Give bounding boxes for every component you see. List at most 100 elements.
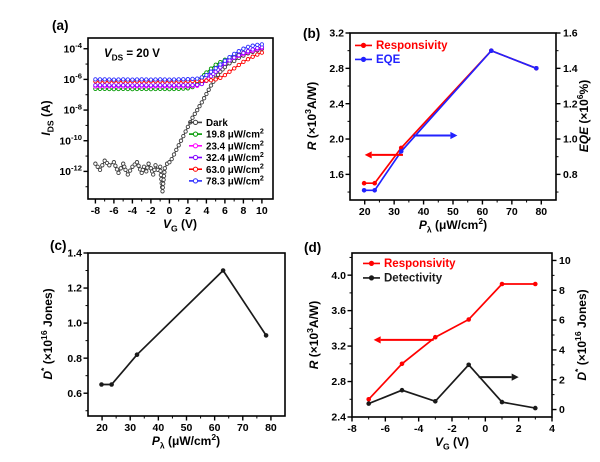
marker-78-3 (199, 75, 204, 80)
marker-dark (181, 133, 186, 139)
y-axis-label-c: D* (×1016 Jones) (39, 288, 55, 379)
marker-detectivity (533, 405, 538, 411)
marker-dark (160, 185, 165, 190)
marker-78-3 (236, 49, 241, 54)
marker-32-4 (250, 47, 255, 52)
marker-78-3 (213, 66, 218, 71)
marker-dark (158, 164, 163, 169)
marker-eqe (398, 149, 404, 154)
marker-32-4 (125, 83, 130, 88)
marker-detectivity (499, 399, 505, 405)
x-tick-label: 8 (240, 205, 246, 217)
marker-78-3 (162, 77, 167, 82)
marker-dark (152, 167, 157, 173)
x-tick-label: 20 (359, 206, 371, 218)
series-responsivity (366, 281, 538, 402)
panel-label-a: (a) (52, 18, 69, 33)
marker-dark (190, 115, 195, 120)
legend-label: 19.8 μW/cm2 (206, 128, 264, 141)
marker-dark (160, 189, 165, 194)
marker-dark (146, 161, 151, 166)
y2-tick-label: 0.8 (563, 169, 578, 181)
marker-78-3 (222, 58, 228, 63)
marker-dark (161, 181, 166, 186)
marker-dark (161, 177, 166, 182)
x-axis-label-c: Pλ (μW/cm2) (152, 432, 220, 451)
y2-tick-label: 2 (559, 374, 565, 386)
legend-label: Dark (206, 118, 228, 129)
y-axis-label-d: R (×103A/W) (305, 301, 321, 369)
marker-78-3 (116, 77, 121, 82)
marker-32-4 (167, 83, 172, 88)
legend-label: 78.3 μW/cm2 (206, 174, 264, 187)
series-responsivity-line (368, 283, 536, 400)
marker-dark (199, 100, 204, 105)
marker-dark (107, 163, 112, 168)
marker-78-3 (148, 77, 154, 82)
marker-detectivity (263, 333, 269, 338)
marker-dark (162, 170, 167, 175)
marker-dark (204, 91, 209, 97)
marker-32-4 (153, 83, 158, 88)
series-responsivity (361, 48, 539, 186)
x-axis-label-d: VG (V) (435, 435, 469, 452)
marker-dark (176, 143, 181, 148)
marker-78-3 (121, 77, 126, 82)
marker-32-4 (116, 83, 121, 88)
marker-dark (134, 160, 140, 165)
marker-dark (192, 111, 197, 117)
x-tick-label: -8 (347, 423, 356, 435)
panel-a: -8 -6 -4 -2 0 2 4 6 8 10 10-4 10-6 10-8 10-10 10-12 VG … (39, 18, 274, 234)
x-tick-label: 60 (477, 206, 489, 218)
x-tick-label: 80 (265, 422, 277, 434)
marker-dark (144, 169, 149, 174)
marker-responsivity (533, 281, 538, 287)
x-axis-label-b: Pλ (μW/cm2) (419, 216, 487, 235)
y2-tick-label: 1.4 (563, 63, 578, 75)
marker-78-3 (185, 77, 191, 82)
x-tick-label: 20 (96, 422, 108, 434)
arrow-annotation (478, 373, 519, 381)
marker-78-3 (134, 77, 140, 82)
marker-dark (125, 172, 130, 177)
marker-78-3 (171, 77, 177, 82)
legend-marker (192, 166, 199, 172)
y-tick-label: 10-10 (59, 133, 82, 147)
x-tick-label: -2 (146, 205, 155, 217)
legend-marker (192, 154, 199, 161)
x-tick-label: 70 (237, 422, 249, 434)
y2-tick-label: 1.6 (563, 28, 578, 40)
x-tick-label: -6 (381, 423, 390, 435)
marker-78-3 (208, 69, 214, 74)
legend-marker (192, 143, 199, 149)
marker-dark (178, 138, 184, 143)
marker-dark (197, 104, 202, 109)
marker-responsivity (366, 397, 372, 402)
legend-label: Responsivity (376, 40, 448, 52)
marker-78-3 (176, 77, 181, 82)
marker-dark (158, 168, 163, 174)
legend-item-19-8-w-cm-2: 19.8 μW/cm2 (189, 128, 264, 141)
marker-responsivity (399, 361, 405, 367)
marker-dark (222, 64, 228, 70)
arrow-annotation (413, 131, 458, 140)
y-tick-label: 10-12 (59, 164, 82, 178)
series-detectivity-line (101, 269, 267, 386)
x-tick-label: 70 (506, 206, 518, 218)
x-tick-label: 10 (256, 205, 268, 217)
marker-78-3 (181, 77, 186, 82)
marker-32-4 (195, 82, 200, 88)
y-tick-label: 3.2 (329, 28, 344, 40)
y-axis-label-b: R (×103A/W) (303, 82, 319, 150)
legend-label: 63.0 μW/cm2 (206, 163, 264, 176)
legend-label: Detectivity (384, 273, 443, 285)
marker-detectivity (433, 399, 438, 404)
marker-78-3 (111, 77, 117, 82)
legend-marker (368, 275, 375, 281)
marker-dark (116, 170, 121, 176)
x-tick-label: 50 (447, 206, 459, 218)
series-detectivity (366, 362, 538, 411)
marker-dark (161, 173, 167, 179)
x-tick-label: 80 (535, 206, 547, 218)
